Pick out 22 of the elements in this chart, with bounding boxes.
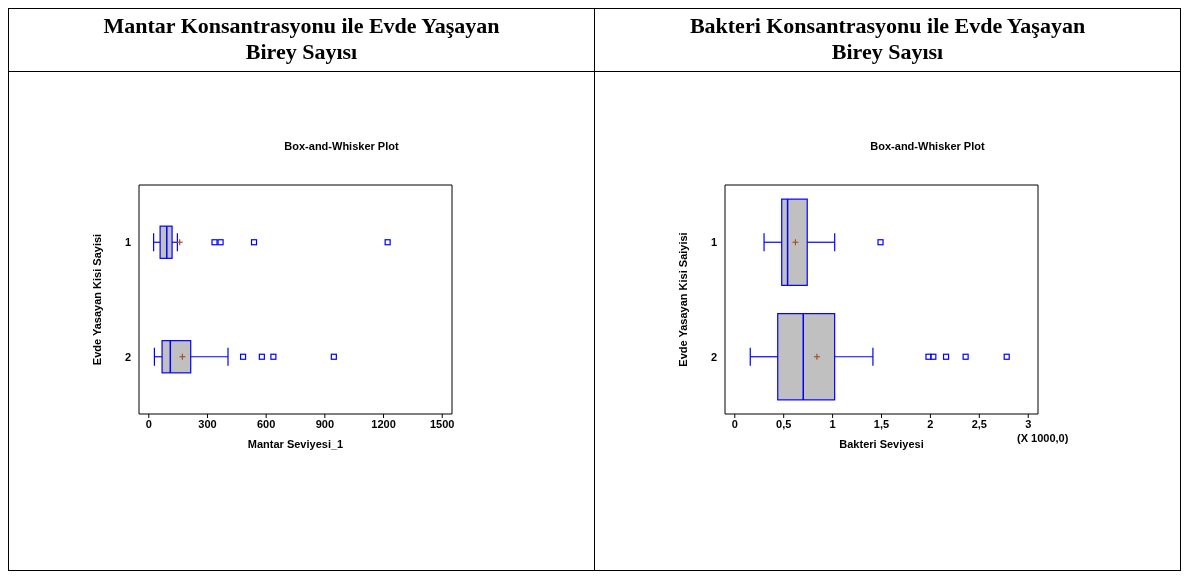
x-axis-title: Bakteri Seviyesi bbox=[839, 438, 924, 450]
x-tick-label: 600 bbox=[256, 417, 276, 430]
x-tick-label: 0,5 bbox=[776, 417, 792, 430]
x-tick-label: 1500 bbox=[429, 417, 455, 430]
y-axis-title: Evde Yasayan Kisi Sayisi bbox=[90, 233, 103, 366]
chart-subtitle: Box-and-Whisker Plot bbox=[869, 140, 986, 154]
x-axis-title: Mantar Seviyesi_1 bbox=[247, 438, 344, 450]
chart-subtitle: Box-and-Whisker Plot bbox=[283, 140, 400, 154]
x-tick-label: 900 bbox=[315, 417, 335, 430]
x-tick-label: 1,5 bbox=[873, 417, 890, 430]
x-tick-label: 2 bbox=[927, 417, 934, 430]
x-tick-label: 0 bbox=[145, 417, 152, 430]
x-tick-label: 3 bbox=[1025, 417, 1032, 430]
text: (X 1000,0) bbox=[1017, 432, 1069, 444]
x-tick-label: 300 bbox=[198, 417, 217, 430]
chart-title: Bakteri Konsantrasyonu ile Evde Yaşayan Birey Sayısı bbox=[594, 8, 1181, 72]
chart-title: Mantar Konsantrasyonu ile Evde Yaşayan Birey Sayısı bbox=[8, 8, 595, 72]
x-tick-label: 2,5 bbox=[971, 417, 987, 430]
x-tick-label: 0 bbox=[731, 417, 738, 430]
x-tick-label: 1200 bbox=[371, 417, 396, 430]
y-axis-title: Evde Yasayan Kisi Saiyisi bbox=[676, 232, 689, 367]
x-tick-label: 1 bbox=[829, 417, 836, 430]
